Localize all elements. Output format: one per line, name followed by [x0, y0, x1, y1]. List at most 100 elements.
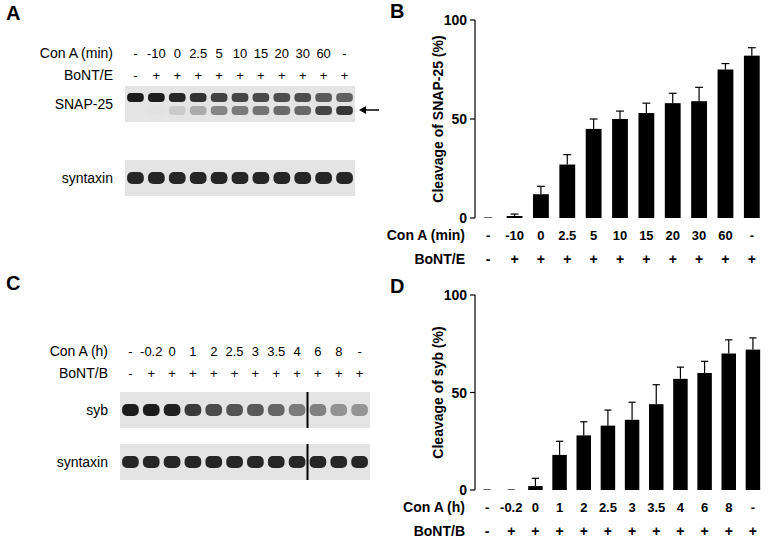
error-line: [680, 367, 681, 379]
x-tick-label: 15: [639, 228, 653, 243]
row-label: BoNT/E: [64, 67, 113, 83]
error-cap: [748, 47, 756, 48]
error-bar: [725, 340, 732, 354]
row-value: 15: [254, 46, 268, 61]
bar: [601, 426, 616, 490]
band-label: syb: [86, 402, 108, 418]
band: [294, 172, 311, 184]
row-value: -0.2: [140, 344, 162, 359]
y-tick-label: 50: [451, 385, 467, 401]
bar: [697, 373, 712, 490]
row-label: Con A (min): [40, 45, 113, 61]
error-cap: [484, 217, 492, 218]
error-line: [559, 441, 560, 455]
row-value: 0: [174, 46, 181, 61]
row-label: Con A (h): [50, 343, 108, 359]
x-tick-label: 3.5: [647, 500, 665, 515]
row-value: +: [314, 366, 322, 381]
band: [268, 456, 285, 468]
error-cap: [695, 87, 703, 88]
error-line: [607, 410, 608, 426]
band: [143, 456, 160, 468]
error-bar: [556, 441, 563, 455]
error-bar: [748, 48, 756, 56]
band-label: SNAP-25: [55, 96, 114, 112]
treatment-value: -: [486, 251, 491, 267]
error-line: [619, 111, 620, 119]
band: [190, 93, 207, 102]
y-tick: [470, 217, 475, 218]
band: [253, 172, 270, 184]
bar: [528, 486, 543, 490]
panel-label: B: [390, 0, 404, 22]
row-value: 6: [314, 344, 321, 359]
x-tick-label: -: [751, 500, 755, 515]
band: [148, 93, 165, 102]
error-bar: [508, 490, 515, 491]
row-label: BoNT/B: [59, 365, 108, 381]
x-tick-label: 8: [725, 500, 732, 515]
error-line: [583, 422, 584, 436]
x-tick-label: 2: [580, 500, 587, 515]
y-axis-label: Cleavage of SNAP-25 (%): [430, 35, 446, 202]
y-tick-label: 50: [451, 111, 467, 127]
band-cleaved: [211, 106, 228, 115]
blot-membrane: [125, 86, 355, 122]
band: [205, 456, 222, 468]
error-cap: [537, 186, 545, 187]
row-value: -: [357, 344, 361, 359]
band: [226, 404, 243, 416]
panel-label: D: [390, 275, 404, 297]
bar: [722, 354, 737, 491]
row-value: 1: [189, 344, 196, 359]
treatment-label: BoNT/B: [414, 523, 465, 539]
band: [185, 404, 202, 416]
row-value: 4: [293, 344, 300, 359]
band: [127, 172, 144, 184]
error-line: [725, 64, 726, 70]
error-cap: [677, 367, 684, 368]
bar: [480, 218, 496, 219]
row-value: 10: [233, 46, 247, 61]
error-bar: [642, 103, 650, 113]
error-cap: [642, 103, 650, 104]
band-cleaved: [232, 106, 249, 115]
row-value: +: [147, 366, 155, 381]
x-tick-label: 10: [613, 228, 627, 243]
error-bar: [537, 186, 545, 194]
error-cap: [483, 489, 490, 490]
bar: [744, 56, 760, 218]
band: [247, 456, 264, 468]
band: [247, 404, 264, 416]
bar: [577, 435, 592, 490]
row-value: +: [210, 366, 218, 381]
band: [232, 172, 249, 184]
row-value: +: [173, 68, 181, 83]
error-cap: [722, 63, 730, 64]
treatment-label: BoNT/E: [414, 251, 465, 267]
error-cap: [669, 93, 677, 94]
error-bar: [590, 119, 598, 129]
error-cap: [508, 489, 515, 490]
treatment-value: +: [749, 523, 757, 539]
x-tick-label: 30: [692, 228, 706, 243]
row-value: +: [356, 366, 364, 381]
row-value: +: [341, 68, 349, 83]
band: [205, 404, 222, 416]
row-value: +: [252, 366, 260, 381]
band-cleaved: [190, 106, 207, 115]
bar: [552, 455, 567, 490]
x-tick-label: 4: [677, 500, 685, 515]
x-tick-label: 6: [701, 500, 708, 515]
error-bar: [532, 478, 539, 486]
x-tick-label: 0: [537, 228, 544, 243]
row-value: 2.5: [226, 344, 244, 359]
panel-label: C: [6, 272, 20, 294]
row-value: +: [215, 68, 223, 83]
treatment-value: -: [485, 523, 490, 539]
band-label: syntaxin: [57, 454, 108, 470]
x-tick-label: 2.5: [599, 500, 617, 515]
treatment-value: +: [604, 523, 612, 539]
x-tick-label: 3: [628, 500, 635, 515]
x-tick-label: 5: [590, 228, 597, 243]
